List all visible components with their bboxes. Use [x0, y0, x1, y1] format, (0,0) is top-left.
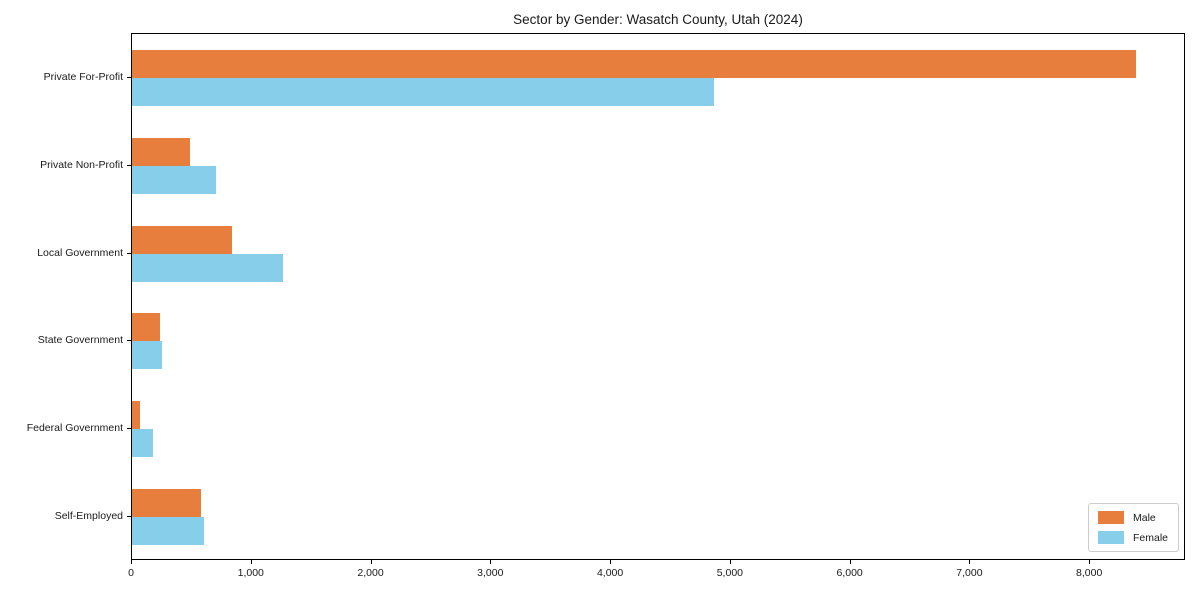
bar-male: [132, 225, 233, 254]
chart-title: Sector by Gender: Wasatch County, Utah (…: [513, 12, 803, 27]
y-axis-label: Local Government: [37, 246, 123, 259]
x-axis-tick-mark: [610, 560, 612, 564]
x-axis-tick-mark: [370, 560, 372, 564]
x-axis-tick-mark: [849, 560, 851, 564]
x-axis-tick-mark: [729, 560, 731, 564]
y-axis-tick-mark: [127, 164, 131, 166]
bar-male: [132, 489, 201, 518]
y-axis-tick-mark: [127, 516, 131, 518]
x-axis-tick-mark: [1089, 560, 1091, 564]
x-axis-tick-label: 8,000: [1076, 567, 1103, 579]
y-axis-tick-mark: [127, 252, 131, 254]
y-axis-label: Private Non-Profit: [40, 158, 123, 171]
bar-group: [132, 401, 1184, 458]
x-axis-tick-label: 0: [128, 567, 134, 579]
x-axis-tick-label: 7,000: [956, 567, 983, 579]
legend-label-male: Male: [1132, 511, 1156, 524]
bar-group: [132, 137, 1184, 194]
bar-male: [132, 401, 141, 430]
x-axis-tick-mark: [250, 560, 252, 564]
y-axis-label: Self-Employed: [54, 510, 123, 523]
x-axis-tick-label: 2,000: [357, 567, 384, 579]
x-axis-tick-label: 5,000: [716, 567, 743, 579]
legend: Male Female: [1087, 503, 1179, 552]
bar-group: [132, 489, 1184, 546]
legend-item-female: Female: [1097, 531, 1168, 544]
bar-group: [132, 313, 1184, 370]
legend-swatch-male: [1097, 511, 1124, 524]
plot-area: Male Female: [131, 33, 1185, 560]
bar-group: [132, 49, 1184, 106]
x-axis-tick-label: 3,000: [477, 567, 504, 579]
legend-swatch-female: [1097, 531, 1124, 544]
x-axis-tick-label: 4,000: [596, 567, 624, 579]
bar-group: [132, 225, 1184, 282]
y-axis-tick-mark: [127, 340, 131, 342]
bar-female: [132, 77, 715, 106]
y-axis-label: State Government: [37, 334, 123, 347]
bar-female: [132, 429, 153, 458]
x-axis-tick-mark: [969, 560, 971, 564]
bar-female: [132, 517, 204, 546]
bar-female: [132, 341, 162, 370]
x-axis-tick-mark: [490, 560, 492, 564]
legend-item-male: Male: [1097, 511, 1168, 524]
y-axis-tick-mark: [127, 428, 131, 430]
x-axis-tick-label: 1,000: [237, 567, 264, 579]
bar-female: [132, 165, 216, 194]
bar-male: [132, 137, 190, 166]
x-axis-tick-mark: [131, 560, 132, 564]
bar-male: [132, 313, 161, 342]
bar-male: [132, 49, 1137, 78]
y-axis-label: Federal Government: [26, 422, 123, 435]
y-axis-label: Private For-Profit: [43, 70, 123, 83]
bar-female: [132, 253, 283, 282]
legend-label-female: Female: [1132, 531, 1168, 544]
x-axis-tick-label: 6,000: [836, 567, 863, 579]
y-axis-tick-mark: [127, 76, 131, 78]
